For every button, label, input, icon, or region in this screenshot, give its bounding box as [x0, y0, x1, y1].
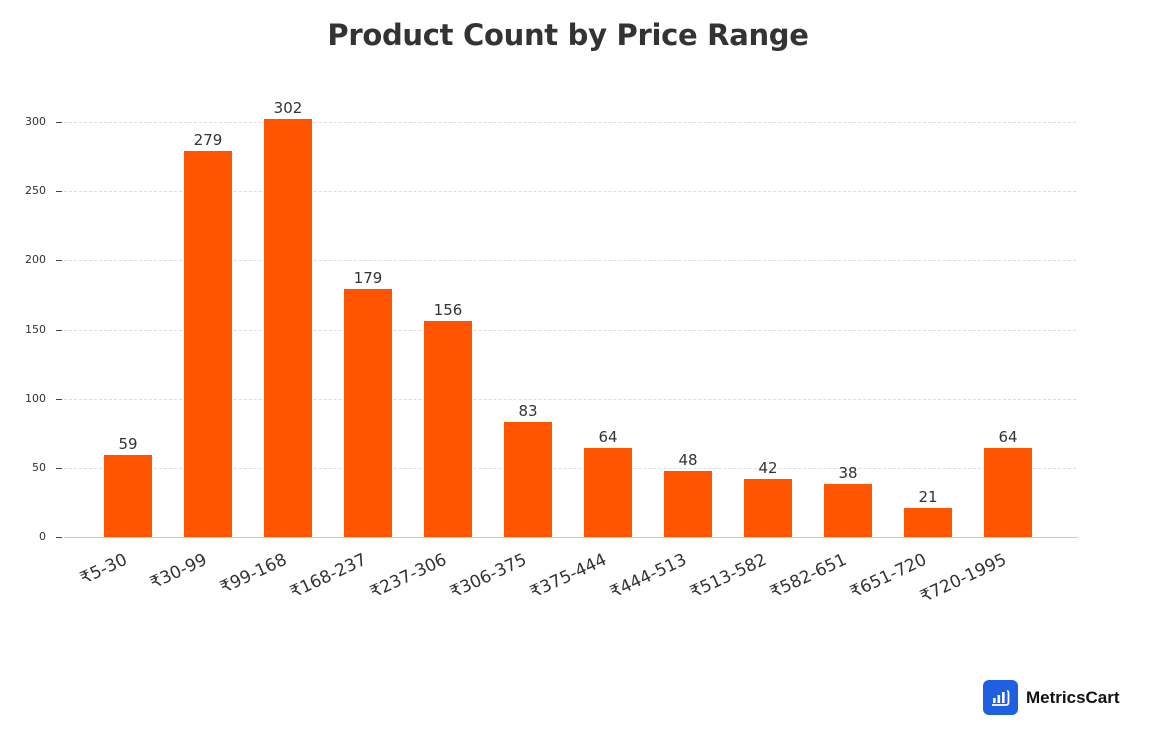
bar: [104, 455, 152, 537]
y-tick-label: 150: [25, 322, 46, 336]
gridline: [64, 191, 1076, 193]
x-tick-label: ₹30-99: [147, 549, 211, 594]
data-label: 64: [998, 428, 1018, 447]
x-tick-label: ₹444-513: [607, 549, 690, 603]
x-tick-label: ₹99-168: [217, 549, 291, 599]
bar: [424, 321, 472, 537]
x-tick-label: ₹720-1995: [917, 549, 1010, 608]
data-label: 279: [193, 131, 223, 150]
bar: [824, 484, 872, 537]
data-label: 42: [758, 458, 778, 477]
gridline: [64, 467, 1076, 469]
gridline: [64, 398, 1076, 400]
bar: [504, 422, 552, 537]
y-tick-label: 100: [25, 391, 46, 405]
bar: [184, 151, 232, 537]
bar: [264, 119, 312, 537]
data-label: 302: [273, 99, 303, 118]
bar: [744, 478, 792, 537]
bar: [584, 448, 632, 537]
y-tick-mark: [56, 191, 62, 193]
y-tick-label: 250: [25, 184, 46, 198]
x-tick-label: ₹5-30: [77, 549, 131, 589]
gridline: [64, 122, 1076, 123]
data-label: 156: [433, 301, 463, 320]
bar: [984, 448, 1032, 537]
y-tick-mark: [56, 467, 62, 469]
x-tick-label: ₹582-651: [767, 549, 850, 603]
data-label: 64: [598, 428, 618, 447]
x-axis-line: [64, 537, 1078, 538]
chart-title: Product Count by Price Range: [327, 18, 809, 52]
data-label: 38: [838, 464, 858, 483]
data-label: 48: [678, 450, 698, 469]
y-tick-mark: [56, 537, 62, 538]
bar: [344, 289, 392, 537]
x-tick-label: ₹237-306: [367, 549, 450, 603]
y-tick-mark: [56, 122, 62, 123]
x-tick-label: ₹651-720: [847, 549, 930, 603]
y-tick-label: 200: [25, 253, 46, 267]
x-tick-label: ₹306-375: [447, 549, 530, 603]
bar: [664, 470, 712, 537]
gridline: [64, 260, 1076, 262]
data-label: 21: [918, 487, 938, 506]
brand-name: MetricsCart: [1026, 687, 1120, 707]
x-tick-label: ₹168-237: [287, 549, 370, 603]
y-tick-mark: [56, 329, 62, 331]
x-tick-label: ₹375-444: [527, 549, 610, 603]
y-tick-label: 50: [32, 460, 46, 474]
gridline: [64, 329, 1076, 331]
data-label: 179: [353, 269, 383, 288]
x-tick-label: ₹513-582: [687, 549, 770, 603]
y-tick-label: 0: [39, 530, 46, 543]
y-tick-label: 300: [25, 115, 46, 128]
brand-logo: MetricsCart: [983, 680, 1120, 715]
bar-chart-cart-icon: [983, 680, 1018, 715]
bar: [904, 507, 952, 537]
data-label: 83: [518, 402, 538, 421]
y-tick-mark: [56, 398, 62, 400]
y-tick-mark: [56, 260, 62, 262]
data-label: 59: [118, 435, 138, 454]
